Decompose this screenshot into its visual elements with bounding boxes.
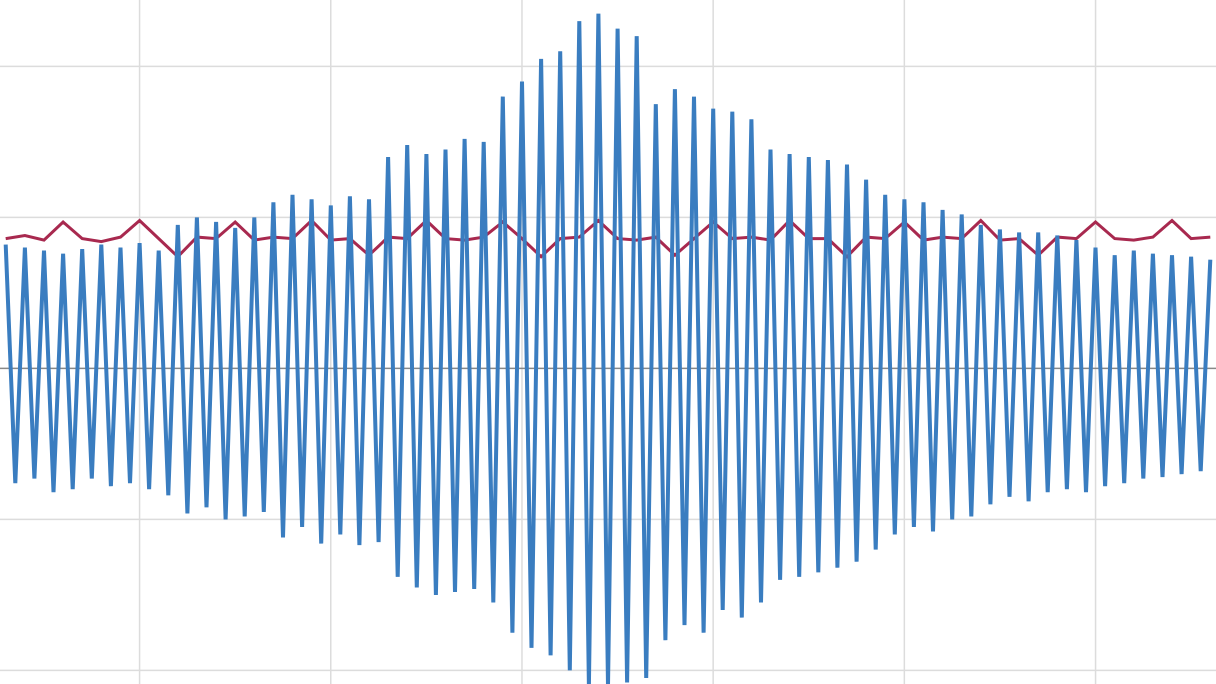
series-line xyxy=(5,218,1211,259)
series-line xyxy=(3,13,1213,684)
